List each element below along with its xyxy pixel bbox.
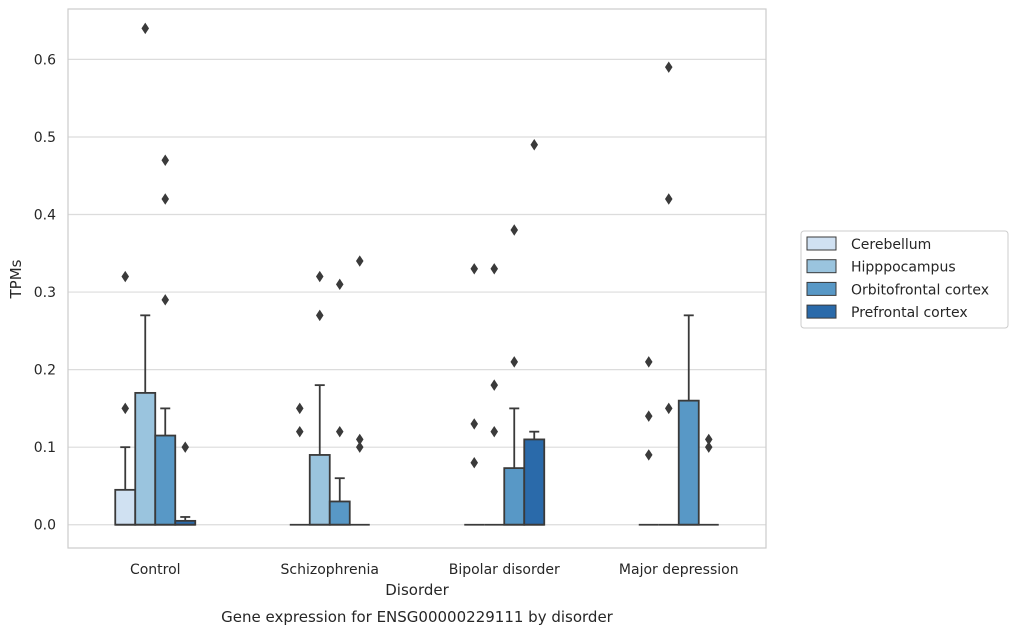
box-body — [308, 454, 331, 526]
outlier-point — [704, 433, 713, 446]
x-tick-label: Major depression — [619, 562, 739, 578]
y-tick-label: 0.2 — [34, 363, 56, 379]
legend-swatch — [806, 259, 837, 274]
y-tick-label: 0.4 — [34, 208, 56, 224]
box-body — [114, 488, 137, 526]
legend-label: Prefrontal cortex — [851, 305, 968, 321]
box-cerebellum — [464, 263, 485, 526]
outlier-point — [644, 356, 653, 368]
legend-swatch — [806, 236, 837, 251]
outlier-point — [510, 356, 519, 368]
box-prefrontal-cortex — [698, 433, 719, 526]
legend-swatch — [806, 281, 837, 296]
box-hipppocampus — [308, 270, 331, 526]
box-orbitofrontal-cortex — [328, 278, 351, 526]
legend-label: Cerebellum — [851, 237, 931, 253]
outlier-point — [470, 456, 479, 469]
outlier-point — [355, 433, 364, 446]
box-cerebellum — [638, 356, 659, 526]
outlier-point — [490, 263, 499, 275]
y-tick-label: 0.1 — [34, 440, 56, 456]
legend-swatch — [806, 304, 837, 319]
y-tick-label: 0.3 — [34, 285, 56, 301]
box-body — [503, 467, 526, 526]
outlier-point — [510, 224, 519, 236]
legend: Cerebellum Hipppocampus Orbitofrontal cort… — [800, 230, 1009, 329]
y-axis-label: TPMs — [7, 259, 25, 299]
outlier-point — [490, 379, 499, 391]
box-body — [154, 434, 177, 526]
legend-label: Hipppocampus — [851, 260, 956, 276]
box-body — [523, 438, 546, 526]
box-hipppocampus — [134, 22, 157, 526]
outlier-point — [295, 425, 304, 438]
outlier-point — [161, 154, 170, 166]
outlier-point — [470, 263, 479, 275]
box-orbitofrontal-cortex — [503, 224, 526, 526]
outlier-point — [181, 441, 190, 453]
legend-label: Orbitofrontal cortex — [851, 282, 989, 298]
outlier-point — [644, 449, 653, 461]
box-prefrontal-cortex — [349, 255, 370, 526]
box-body — [328, 500, 351, 526]
outlier-point — [470, 418, 479, 430]
outlier-point — [530, 138, 539, 151]
box-cerebellum — [289, 402, 310, 526]
outlier-point — [161, 193, 170, 205]
box-prefrontal-cortex — [174, 441, 197, 526]
boxes — [114, 22, 719, 526]
outlier-point — [664, 193, 673, 205]
box-body — [677, 399, 700, 526]
outlier-point — [295, 402, 304, 415]
y-tick-label: 0.6 — [34, 52, 56, 68]
outlier-point — [664, 402, 673, 415]
y-tick-label: 0.0 — [34, 518, 56, 534]
outlier-point — [704, 441, 713, 453]
outlier-point — [141, 22, 150, 35]
plot-frame — [67, 8, 767, 549]
outlier-point — [644, 410, 653, 422]
outlier-point — [315, 270, 324, 283]
box-body — [134, 391, 157, 526]
box-cerebellum — [114, 270, 137, 526]
outlier-point — [664, 61, 673, 73]
outlier-point — [121, 402, 130, 415]
outlier-point — [121, 270, 130, 283]
x-tick-label: Control — [130, 562, 181, 578]
outlier-point — [355, 255, 364, 267]
chart-caption: Gene expression for ENSG00000229111 by d… — [221, 608, 614, 626]
y-tick-labels: 0.0 0.1 0.2 0.3 0.4 0.5 0.6 — [34, 52, 56, 533]
box-hipppocampus — [658, 61, 679, 526]
x-tick-labels: Control Schizophrenia Bipolar disorder Majo… — [130, 562, 739, 578]
y-tick-label: 0.5 — [34, 130, 56, 146]
x-tick-label: Schizophrenia — [281, 562, 379, 578]
outlier-point — [490, 425, 499, 438]
outlier-point — [335, 278, 344, 291]
box-hipppocampus — [484, 263, 505, 526]
box-orbitofrontal-cortex — [154, 154, 177, 526]
outlier-point — [161, 294, 170, 306]
outlier-point — [315, 309, 324, 322]
outlier-point — [355, 441, 364, 453]
outlier-point — [335, 425, 344, 438]
box-prefrontal-cortex — [523, 138, 546, 526]
x-axis-label: Disorder — [385, 581, 449, 599]
box-orbitofrontal-cortex — [677, 314, 700, 526]
x-tick-label: Bipolar disorder — [449, 562, 560, 578]
legend-frame — [800, 230, 1009, 329]
